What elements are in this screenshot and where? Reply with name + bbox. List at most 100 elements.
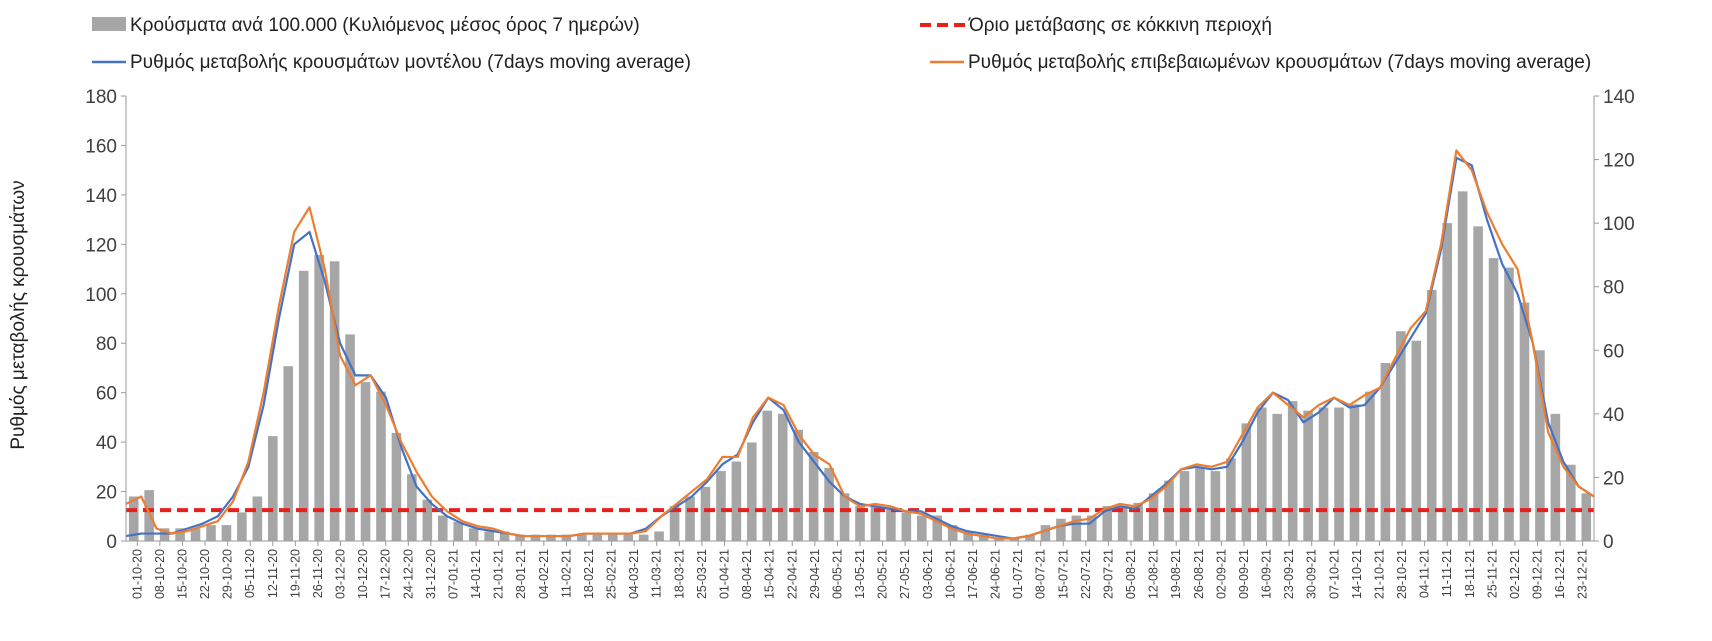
bar-63 bbox=[1102, 506, 1113, 541]
bar-94 bbox=[1581, 493, 1592, 541]
bar-25 bbox=[515, 534, 525, 541]
bar-92 bbox=[1550, 413, 1561, 541]
x-tick-label-4: 29-10-20 bbox=[221, 549, 235, 599]
x-tick-label-50: 16-09-21 bbox=[1260, 549, 1274, 599]
bar-81 bbox=[1380, 363, 1391, 541]
x-tick-label-6: 12-11-20 bbox=[266, 549, 280, 598]
bar-54 bbox=[963, 531, 973, 541]
x-tick-label-51: 23-09-21 bbox=[1282, 549, 1296, 599]
bar-66 bbox=[1148, 493, 1159, 541]
x-tick-label-41: 15-07-21 bbox=[1056, 549, 1070, 599]
x-tick-label-10: 10-12-20 bbox=[356, 549, 370, 599]
y-tick-label-right-20: 20 bbox=[1603, 468, 1624, 489]
y-tick-label-left-120: 120 bbox=[85, 235, 117, 256]
x-tick-label-39: 01-07-21 bbox=[1011, 549, 1025, 599]
x-tick-label-35: 03-06-21 bbox=[921, 549, 935, 599]
bar-9 bbox=[268, 436, 278, 541]
bar-72 bbox=[1241, 423, 1252, 541]
x-tick-label-0: 01-10-20 bbox=[130, 549, 144, 599]
bar-82 bbox=[1396, 331, 1406, 541]
x-tick-label-9: 03-12-20 bbox=[334, 549, 348, 599]
bar-15 bbox=[360, 382, 371, 541]
bar-10 bbox=[283, 366, 294, 541]
legend-entry-bars: Κρούσματα ανά 100.000 (Κυλιόμενος μέσος … bbox=[92, 15, 640, 36]
x-tick-label-19: 11-02-21 bbox=[559, 549, 573, 598]
x-tick-label-40: 08-07-21 bbox=[1034, 549, 1048, 599]
x-tick-label-13: 31-12-20 bbox=[424, 549, 438, 599]
bar-64 bbox=[1117, 506, 1128, 541]
x-tick-label-23: 11-03-21 bbox=[650, 549, 664, 598]
bar-70 bbox=[1210, 471, 1221, 541]
legend-label-bars: Κρούσματα ανά 100.000 (Κυλιόμενος μέσος … bbox=[130, 15, 640, 36]
bar-62 bbox=[1087, 515, 1097, 541]
x-tick-label-53: 07-10-21 bbox=[1327, 549, 1341, 599]
bar-60 bbox=[1056, 518, 1066, 541]
bar-69 bbox=[1195, 467, 1205, 541]
bar-13 bbox=[329, 261, 340, 541]
bar-53 bbox=[947, 525, 958, 541]
bar-59 bbox=[1040, 525, 1051, 541]
y-tick-label-right-60: 60 bbox=[1603, 341, 1624, 362]
x-tick-label-57: 04-11-21 bbox=[1418, 549, 1432, 598]
x-tick-label-2: 15-10-20 bbox=[175, 549, 189, 599]
axes: 0 20 40 60 80 100 120 140 160 180 0 20 40 60 80 100 120 1… bbox=[85, 87, 1634, 599]
x-tick-label-20: 18-02-21 bbox=[582, 549, 596, 599]
x-tick-label-3: 22-10-20 bbox=[198, 549, 212, 599]
x-tick-label-24: 18-03-21 bbox=[672, 549, 686, 599]
bar-89 bbox=[1504, 267, 1514, 541]
bar-11 bbox=[298, 270, 309, 541]
bar-20 bbox=[437, 515, 448, 541]
bar-3 bbox=[175, 528, 185, 541]
x-tick-label-58: 11-11-21 bbox=[1440, 549, 1454, 597]
x-tick-label-56: 28-10-21 bbox=[1395, 549, 1409, 599]
bar-65 bbox=[1133, 502, 1143, 541]
legend: Κρούσματα ανά 100.000 (Κυλιόμενος μέσος … bbox=[92, 15, 1591, 73]
bar-37 bbox=[700, 486, 711, 541]
legend-label-model: Ρυθμός μεταβολής κρουσμάτων μοντέλου (7d… bbox=[130, 52, 691, 73]
bar-68 bbox=[1179, 471, 1190, 541]
line-2 bbox=[125, 149, 1595, 540]
y-tick-label-right-0: 0 bbox=[1603, 532, 1614, 553]
x-tick-label-38: 24-06-21 bbox=[989, 549, 1003, 599]
bar-80 bbox=[1365, 391, 1375, 541]
x-tick-label-31: 06-05-21 bbox=[830, 549, 844, 599]
x-tick-label-21: 25-02-21 bbox=[605, 549, 619, 599]
x-tick-label-59: 18-11-21 bbox=[1463, 549, 1477, 598]
bar-12 bbox=[314, 254, 324, 541]
x-tick-label-44: 05-08-21 bbox=[1124, 549, 1138, 599]
x-tick-label-26: 01-04-21 bbox=[717, 549, 731, 599]
y-tick-label-left-60: 60 bbox=[96, 384, 117, 405]
y-tick-label-right-100: 100 bbox=[1603, 214, 1635, 235]
bar-34 bbox=[654, 531, 664, 541]
bar-91 bbox=[1535, 350, 1545, 541]
y-tick-label-left-20: 20 bbox=[96, 483, 117, 504]
x-tick-label-46: 19-08-21 bbox=[1169, 549, 1183, 599]
bar-75 bbox=[1287, 401, 1298, 541]
y-axis-title: Ρυθμός μεταβολής κρουσμάτων bbox=[8, 180, 29, 449]
x-tick-label-52: 30-09-21 bbox=[1305, 549, 1319, 599]
bar-44 bbox=[808, 452, 819, 541]
bar-83 bbox=[1411, 340, 1422, 541]
bar-33 bbox=[638, 534, 649, 541]
x-tick-label-64: 23-12-21 bbox=[1576, 549, 1590, 599]
x-tick-label-5: 05-11-20 bbox=[243, 549, 257, 598]
bar-38 bbox=[716, 471, 726, 541]
y-tick-label-left-80: 80 bbox=[96, 334, 117, 355]
x-tick-label-11: 17-12-20 bbox=[379, 549, 393, 599]
y-tick-label-left-180: 180 bbox=[85, 87, 117, 108]
bar-51 bbox=[917, 515, 927, 541]
x-tick-label-47: 26-08-21 bbox=[1192, 549, 1206, 599]
bar-5 bbox=[206, 525, 216, 541]
x-tick-label-25: 25-03-21 bbox=[695, 549, 709, 599]
bar-30 bbox=[592, 534, 603, 541]
x-tick-label-27: 08-04-21 bbox=[740, 549, 754, 599]
bar-18 bbox=[407, 474, 417, 541]
legend-swatch-bars bbox=[92, 17, 126, 31]
bar-73 bbox=[1256, 407, 1267, 541]
bar-26 bbox=[530, 534, 541, 541]
x-tick-label-37: 17-06-21 bbox=[966, 549, 980, 599]
bar-87 bbox=[1473, 226, 1483, 541]
x-tick-label-60: 25-11-21 bbox=[1485, 549, 1499, 598]
bar-28 bbox=[561, 534, 572, 541]
